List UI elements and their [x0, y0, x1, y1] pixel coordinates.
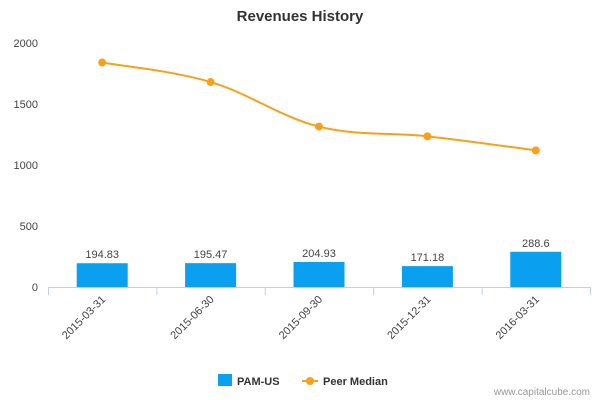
bar-data-label: 194.83	[85, 249, 119, 261]
peer-median-point-4[interactable]	[531, 146, 540, 155]
legend-swatch-bar	[218, 374, 232, 386]
bar-pam-us-4[interactable]	[510, 251, 562, 287]
legend-label: PAM-US	[237, 376, 280, 388]
bar-data-label: 204.93	[302, 248, 336, 260]
x-tick-label: 2015-12-31	[385, 294, 433, 342]
bar-data-label: 171.18	[411, 252, 445, 264]
x-tick-label: 2016-03-31	[494, 294, 542, 342]
legend[interactable]: PAM-US Peer Median	[218, 374, 388, 388]
bar-pam-us-2[interactable]	[293, 261, 345, 287]
axes: 0 500 1000 1500 2000 2015-03-31 2015-06-30 2015…	[14, 38, 591, 342]
y-tick-label: 1500	[14, 99, 38, 111]
peer-median-point-3[interactable]	[423, 132, 432, 141]
y-tick-label: 2000	[14, 38, 38, 50]
legend-label: Peer Median	[323, 376, 388, 388]
credit-text: www.capitalcube.com	[493, 387, 590, 398]
y-tick-label: 500	[20, 221, 38, 233]
x-tick-label: 2015-09-30	[277, 294, 325, 342]
bar-pam-us-3[interactable]	[401, 266, 453, 287]
bar-data-label: 288.6	[522, 238, 550, 250]
legend-item-peer-median[interactable]: Peer Median	[302, 376, 388, 388]
bar-pam-us-0[interactable]	[76, 263, 128, 287]
chart-title: Revenues History	[237, 8, 364, 25]
y-tick-label: 1000	[14, 160, 38, 172]
x-tick-label: 2015-06-30	[168, 294, 216, 342]
y-tick-label: 0	[32, 282, 38, 294]
peer-median-point-1[interactable]	[206, 78, 215, 87]
bar-pam-us-1[interactable]	[185, 263, 237, 287]
peer-median-point-0[interactable]	[98, 58, 107, 67]
bar-data-label: 195.47	[194, 249, 228, 261]
line-series	[98, 58, 540, 155]
legend-swatch-marker	[306, 377, 314, 385]
x-tick-label: 2015-03-31	[60, 294, 108, 342]
peer-median-line	[102, 61, 536, 152]
peer-median-point-2[interactable]	[315, 122, 323, 131]
bar-series: 194.83 195.47 204.93 171.18 288.6	[76, 238, 562, 287]
legend-item-pam-us[interactable]: PAM-US	[218, 374, 280, 388]
